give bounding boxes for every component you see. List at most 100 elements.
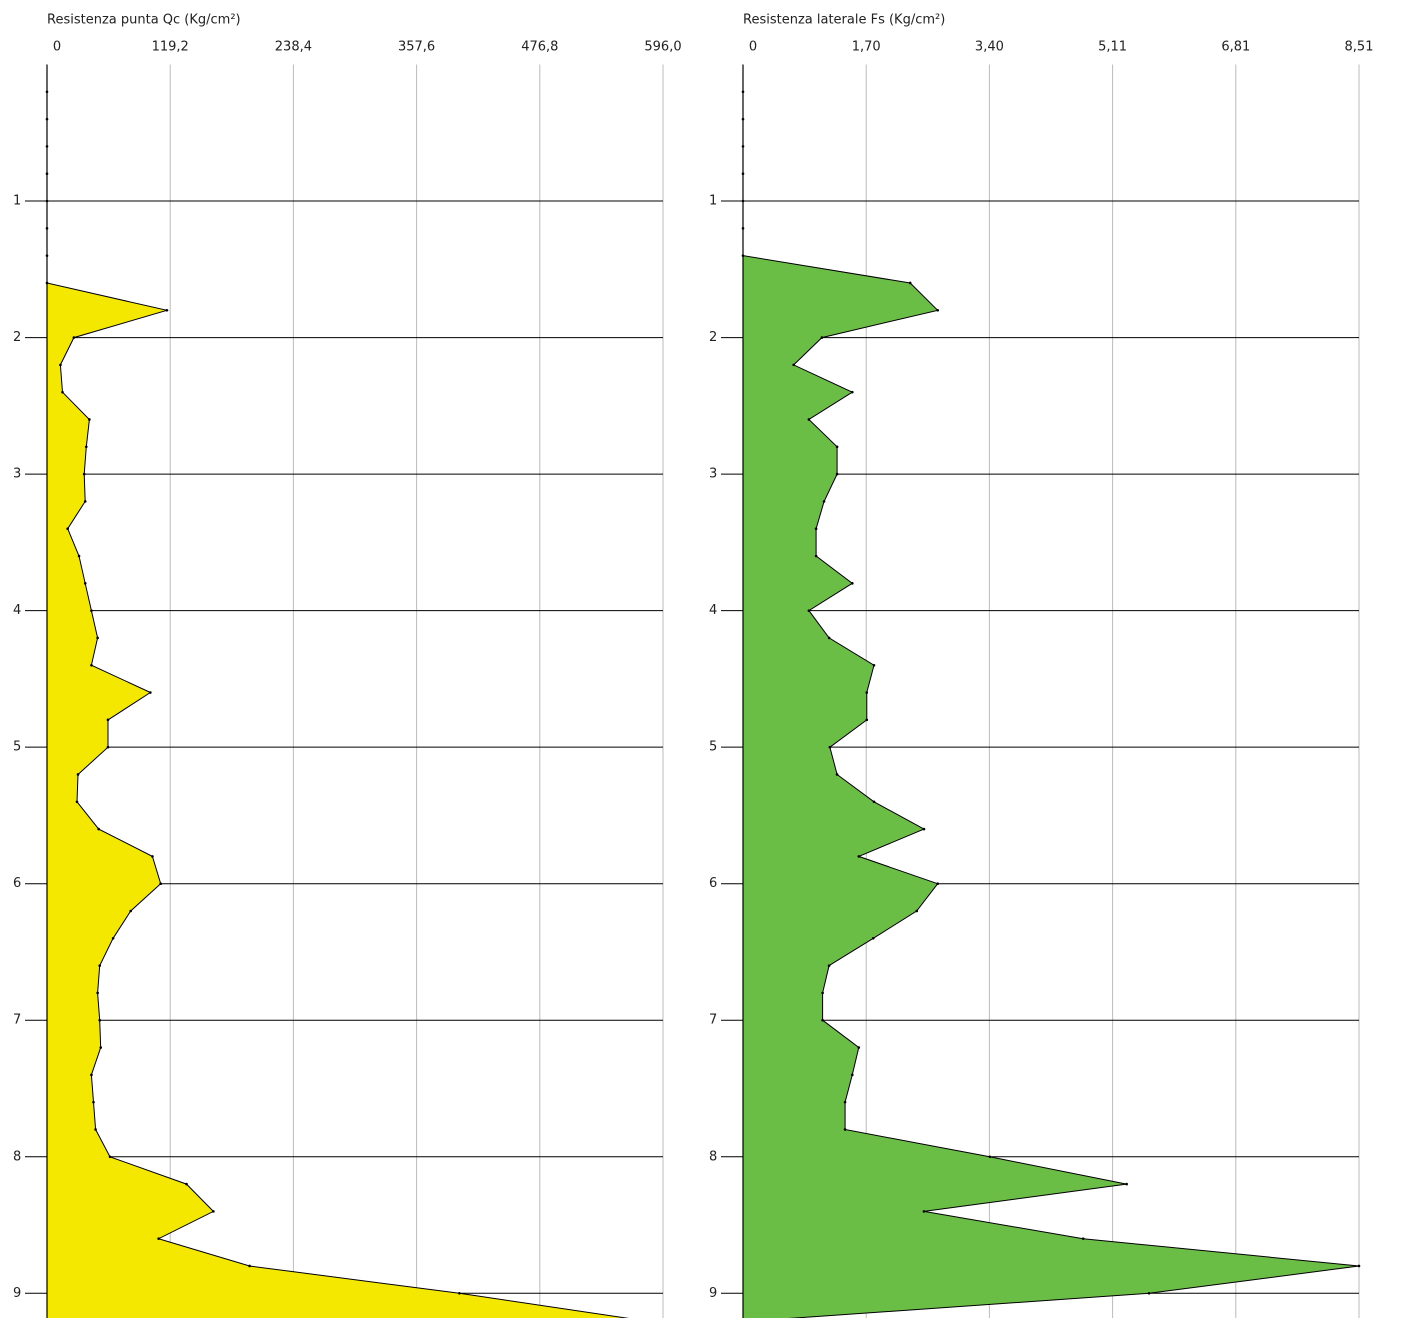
data-point [915,909,919,913]
data-point [820,336,824,339]
profile-line [46,91,630,1318]
data-point [851,1073,854,1077]
data-point [94,1128,97,1131]
data-point [1357,1264,1361,1268]
data-point [458,1291,461,1295]
x-tick-label: 0 [53,40,61,55]
data-point [98,964,102,967]
data-point [99,1046,103,1049]
y-tick-label: 9 [13,1286,21,1301]
data-point [77,554,81,558]
y-tick-label: 7 [13,1013,21,1028]
y-tick-label: 3 [709,467,717,482]
x-tick-label: 5,11 [1098,40,1127,55]
data-point [88,418,91,421]
chart-title: Resistenza punta Qc (Kg/cm²) [47,13,241,28]
data-point [851,582,854,585]
x-tick-label: 357,6 [398,40,435,55]
data-point [90,1073,93,1077]
data-point [1125,1182,1128,1186]
data-point [936,308,940,312]
data-point [936,882,940,885]
data-point [159,882,162,885]
data-point [111,937,115,940]
data-point [90,609,93,612]
data-point [83,582,87,585]
data-point [835,445,839,449]
x-tick-label: 476,8 [521,40,558,55]
profile-line [742,91,1360,1318]
data-point [75,800,79,804]
x-tick-label: 596,0 [644,40,681,55]
data-point [922,1210,926,1213]
y-tick-label: 5 [13,740,21,755]
data-point [814,554,818,558]
data-point [865,691,869,694]
area-fill [47,91,626,1318]
data-point [792,363,795,367]
data-point [90,663,93,667]
data-point [922,827,926,831]
data-point [821,991,824,995]
data-point [96,991,99,995]
y-tick-label: 2 [13,330,21,345]
x-tick-label: 3,40 [975,40,1004,55]
data-point [828,745,832,749]
data-point [827,964,831,967]
data-point [248,1264,251,1268]
data-point [212,1210,215,1213]
data-point [1081,1237,1085,1240]
data-point [76,773,80,776]
y-tick-label: 2 [709,330,717,345]
data-point [822,500,826,503]
data-point [835,472,839,476]
y-tick-label: 3 [13,467,21,482]
data-point [814,527,818,531]
data-point [821,1018,824,1022]
data-point [851,390,854,394]
data-point [108,1155,112,1159]
data-point [61,390,64,394]
y-tick-label: 1 [709,194,717,209]
data-point [185,1182,188,1186]
x-tick-label: 119,2 [152,40,189,55]
data-point [92,1100,95,1104]
data-point [908,281,912,285]
data-point [83,500,87,503]
data-point [872,663,876,667]
data-point [129,909,133,913]
y-tick-label: 8 [13,1149,21,1164]
data-point [988,1155,992,1159]
data-point [82,472,86,476]
data-point [857,1046,861,1049]
data-point [843,1128,847,1131]
x-tick-label: 238,4 [275,40,312,55]
data-point [59,363,62,367]
x-tick-label: 6,81 [1221,40,1250,55]
y-tick-label: 9 [709,1286,717,1301]
data-point [106,718,110,722]
data-point [843,1100,847,1104]
y-tick-label: 4 [13,603,21,618]
data-point [66,527,69,531]
data-point [84,445,88,449]
data-point [807,418,811,421]
data-point [157,1237,160,1240]
y-tick-label: 1 [13,194,21,209]
x-tick-label: 0 [749,40,757,55]
data-point [865,718,869,722]
y-tick-label: 8 [709,1149,717,1164]
data-point [1147,1291,1151,1295]
data-point [872,800,876,804]
data-point [151,855,154,858]
data-point [98,1018,102,1022]
data-point [871,937,875,940]
data-point [96,636,99,640]
data-point [835,773,839,776]
y-tick-label: 5 [709,740,717,755]
data-point [97,827,100,831]
y-tick-label: 7 [709,1013,717,1028]
y-tick-label: 6 [13,876,21,891]
